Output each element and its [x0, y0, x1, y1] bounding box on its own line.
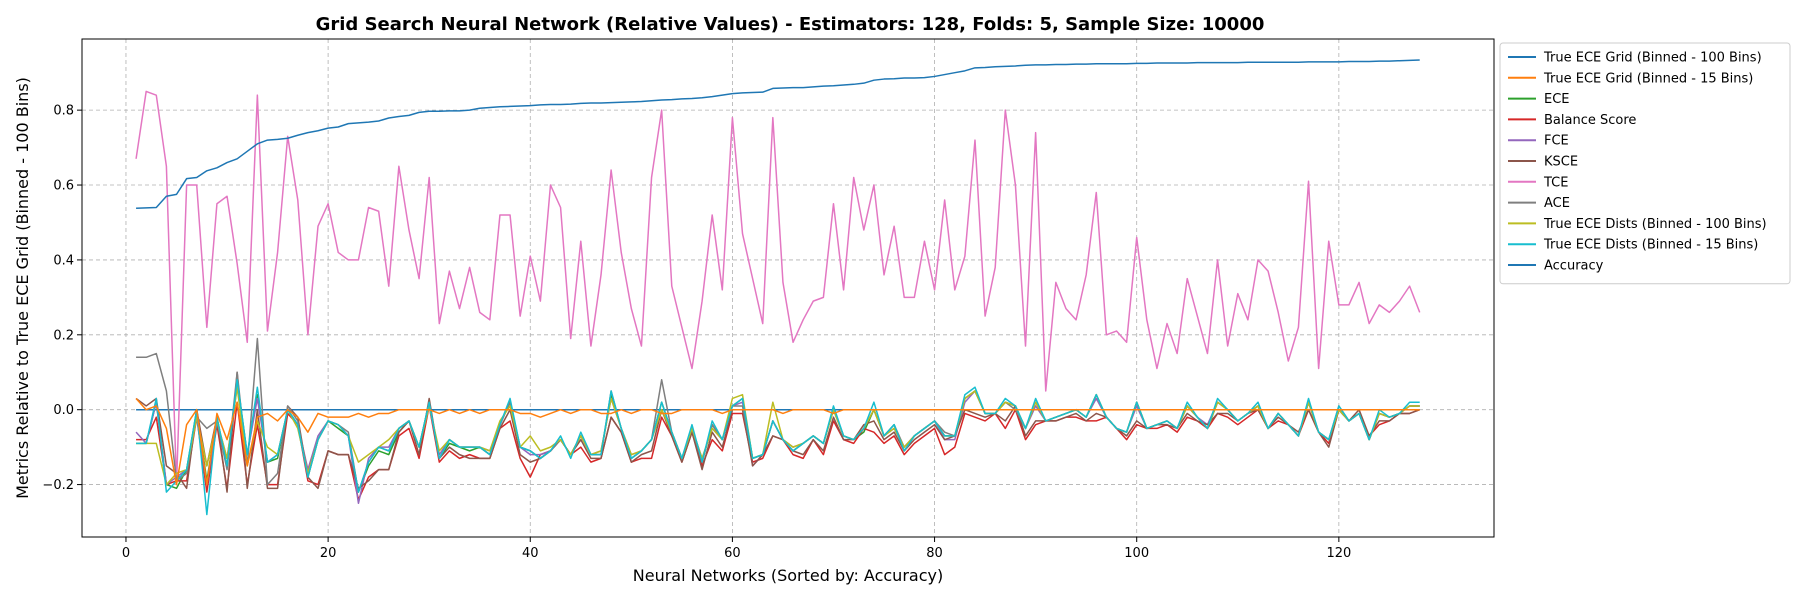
- x-tick-label: 20: [320, 546, 337, 561]
- x-tick-label: 60: [724, 546, 741, 561]
- x-tick-label: 0: [122, 546, 130, 561]
- series-line-ksce: [135, 371, 1420, 493]
- legend-label: True ECE Grid (Binned - 15 Bins): [1543, 71, 1753, 86]
- legend-label: True ECE Dists (Binned - 100 Bins): [1543, 217, 1767, 232]
- x-tick-label: 40: [522, 546, 539, 561]
- legend-label: ACE: [1544, 196, 1570, 211]
- legend-label: FCE: [1544, 134, 1569, 149]
- x-tick-label: 120: [1326, 546, 1351, 561]
- legend-label: TCE: [1543, 175, 1568, 190]
- y-axis-label: Metrics Relative to True ECE Grid (Binne…: [13, 77, 32, 499]
- plot-series: [135, 59, 1421, 516]
- y-tick-label: 0.2: [53, 328, 74, 343]
- x-axis: 0 20 40 60 80 100 120: [122, 537, 1351, 561]
- series-line-ece: [136, 378, 1420, 493]
- legend-label: KSCE: [1544, 155, 1578, 170]
- series-line-true-ece-grid-binned-15-bins: [135, 397, 1420, 486]
- series-line-ace: [136, 337, 1420, 493]
- legend-label: True ECE Grid (Binned - 100 Bins): [1543, 51, 1762, 66]
- y-tick-label: 0.8: [53, 104, 74, 119]
- series-line-accuracy: [136, 59, 1420, 209]
- chart-title: Grid Search Neural Network (Relative Val…: [316, 14, 1265, 35]
- series-line-true-ece-dists-binned-100-bins: [136, 386, 1420, 486]
- grid-lines: [82, 39, 1494, 537]
- series-line-fce: [135, 386, 1420, 505]
- legend-label: True ECE Dists (Binned - 15 Bins): [1543, 238, 1758, 253]
- legend-label: Balance Score: [1544, 113, 1636, 128]
- y-tick-label: 0.4: [53, 253, 74, 268]
- y-tick-label: 0.6: [53, 179, 74, 194]
- plot-frame: [81, 38, 1495, 538]
- legend-label: Accuracy: [1544, 259, 1604, 274]
- legend-label: ECE: [1544, 92, 1570, 107]
- y-tick-label: −0.2: [42, 478, 74, 493]
- x-axis-label: Neural Networks (Sorted by: Accuracy): [633, 566, 943, 585]
- x-tick-label: 80: [926, 546, 943, 561]
- x-tick-label: 100: [1124, 546, 1149, 561]
- legend: True ECE Grid (Binned - 100 Bins) True EC…: [1499, 42, 1791, 285]
- legend-box: [1499, 42, 1791, 285]
- y-tick-label: 0.0: [53, 403, 74, 418]
- y-axis: −0.2 0.0 0.2 0.4 0.6 0.8: [42, 104, 82, 493]
- series-line-tce: [135, 90, 1421, 486]
- series-line-true-ece-dists-binned-15-bins: [136, 378, 1420, 516]
